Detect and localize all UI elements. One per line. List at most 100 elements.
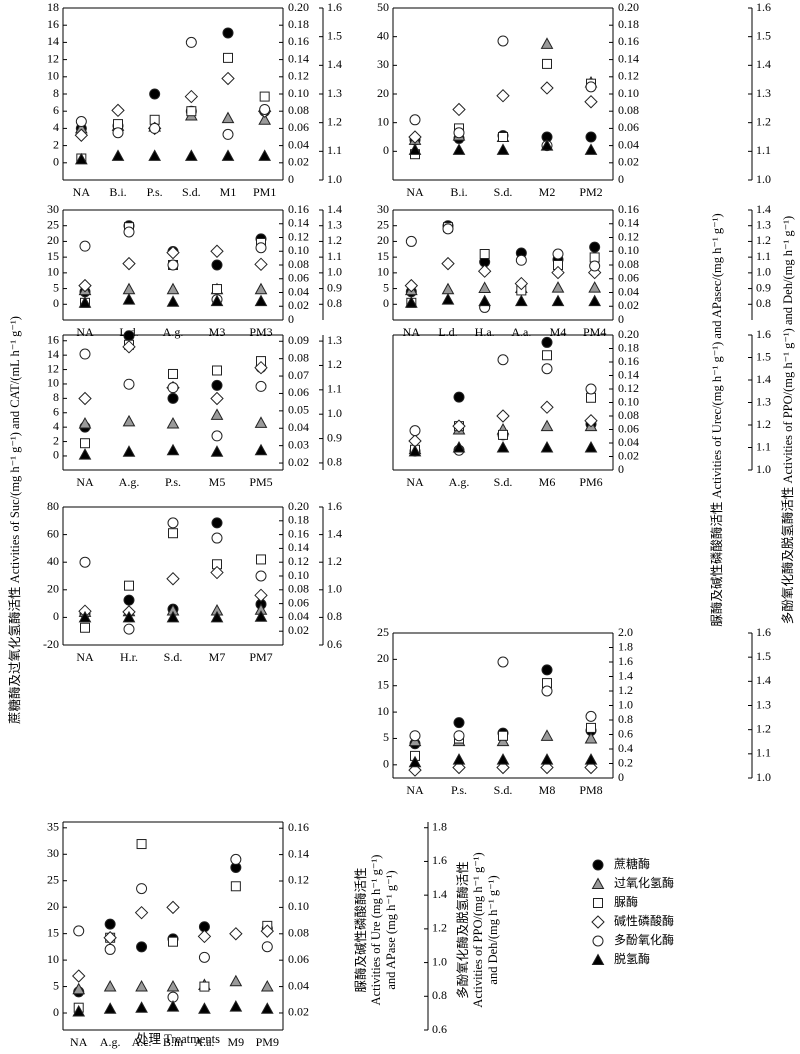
panel9-right-title: 脲酶及碱性磷酸酶活性 — [353, 867, 368, 992]
y3-tick-label: 1.5 — [327, 28, 342, 42]
y3-tick-label: 1.1 — [756, 439, 771, 453]
y2-tick-label: 0.12 — [618, 229, 639, 243]
x-tick-label: A.a. — [511, 325, 531, 339]
point — [442, 223, 454, 235]
y-tick-label: 15 — [47, 249, 59, 263]
point — [211, 379, 223, 391]
y-tick-label: 12 — [47, 361, 59, 375]
x-tick-label: PM1 — [253, 185, 276, 199]
point — [404, 278, 419, 293]
point — [79, 240, 91, 252]
y-tick-label: 10 — [47, 69, 59, 83]
y-tick-label: 30 — [377, 202, 389, 216]
point — [222, 128, 234, 140]
y3-tick-label: 1.6 — [327, 0, 342, 14]
point — [167, 517, 179, 529]
point — [254, 294, 268, 307]
x-tick-label: L.d. — [438, 325, 457, 339]
y2-tick-label: 0.04 — [618, 137, 639, 151]
point — [72, 969, 86, 983]
y2-tick-label: 0 — [618, 462, 624, 476]
y2-tick-label: 0.02 — [288, 1005, 309, 1019]
x-tick-label: M3 — [209, 325, 226, 339]
point — [123, 226, 135, 238]
y2-tick-label: 0.12 — [288, 873, 309, 887]
point — [168, 528, 178, 539]
point — [541, 685, 553, 697]
point — [210, 391, 224, 406]
x-tick-label: A.a. — [194, 1035, 214, 1049]
point — [541, 336, 553, 348]
point — [223, 52, 233, 63]
x-tick-label: PM2 — [579, 185, 602, 199]
y3-tick-label: 1.1 — [756, 746, 771, 760]
y3-tick-label: 1.1 — [327, 249, 342, 263]
y3-tick-label: 0.8 — [327, 296, 342, 310]
point — [254, 360, 268, 375]
x-tick-label: M4 — [550, 325, 567, 339]
y2-tick-label: 0.10 — [618, 394, 639, 408]
x-tick-label: M2 — [539, 185, 556, 199]
point — [184, 149, 198, 161]
legend-label: 过氧化氢酶 — [614, 875, 674, 890]
point — [197, 929, 212, 944]
point — [112, 127, 124, 139]
point — [104, 943, 116, 955]
point — [496, 440, 510, 453]
point — [75, 116, 87, 128]
y3-tick-label: 0.6 — [327, 637, 342, 651]
x-tick-label: PM3 — [249, 325, 272, 339]
point — [478, 294, 492, 307]
point — [166, 572, 180, 586]
x-tick-label: M7 — [209, 650, 226, 664]
y3-tick-label: 1.2 — [756, 721, 771, 735]
y-tick-label: 4 — [53, 419, 59, 433]
point — [584, 95, 598, 109]
y-tick-label: 2 — [53, 137, 59, 151]
point — [496, 143, 510, 155]
point — [78, 391, 92, 406]
point — [254, 282, 268, 295]
point — [198, 1002, 211, 1014]
y2-tick-label: 0.04 — [288, 978, 309, 992]
point — [254, 416, 268, 428]
point — [551, 281, 565, 293]
y2-tick-label: 0.20 — [288, 499, 309, 513]
y2-tick-label: 0.20 — [618, 0, 639, 14]
x-tick-label: P.s. — [451, 783, 467, 797]
y2-tick-label: 0.12 — [288, 229, 309, 243]
point — [111, 149, 125, 161]
point — [585, 131, 597, 143]
x-tick-label: M8 — [539, 783, 556, 797]
point — [166, 282, 180, 295]
y2-tick-label: 1.8 — [618, 639, 633, 653]
point — [584, 440, 598, 453]
point — [123, 330, 135, 342]
point — [135, 980, 148, 992]
y2-tick-label: 0.20 — [618, 327, 639, 341]
point — [167, 259, 179, 271]
point — [258, 113, 272, 125]
point — [148, 149, 162, 161]
point — [441, 293, 455, 305]
point — [540, 753, 554, 765]
x-tick-label: PM8 — [579, 783, 602, 797]
point — [405, 235, 417, 247]
y-tick-label: 60 — [47, 526, 59, 540]
right2-axis-title: 多酚氧化酶及脱氢酶活性 Activities of PPO/(mg h⁻¹ g⁻… — [780, 216, 795, 624]
point — [211, 532, 223, 544]
x-tick-label: NA — [403, 325, 421, 339]
x-tick-label: PM7 — [249, 650, 272, 664]
y2-tick-label: 0.08 — [288, 926, 309, 940]
point — [255, 242, 267, 254]
point — [441, 256, 455, 271]
y3-tick-label: 1.1 — [327, 143, 342, 157]
y-tick-label: 0 — [53, 448, 59, 462]
point — [496, 89, 510, 103]
y-tick-label: 20 — [47, 233, 59, 247]
y3-tick-label: 0.8 — [432, 988, 447, 1002]
point — [103, 980, 117, 992]
point — [254, 257, 268, 272]
point — [496, 753, 510, 765]
x-tick-label: B.i. — [109, 185, 126, 199]
